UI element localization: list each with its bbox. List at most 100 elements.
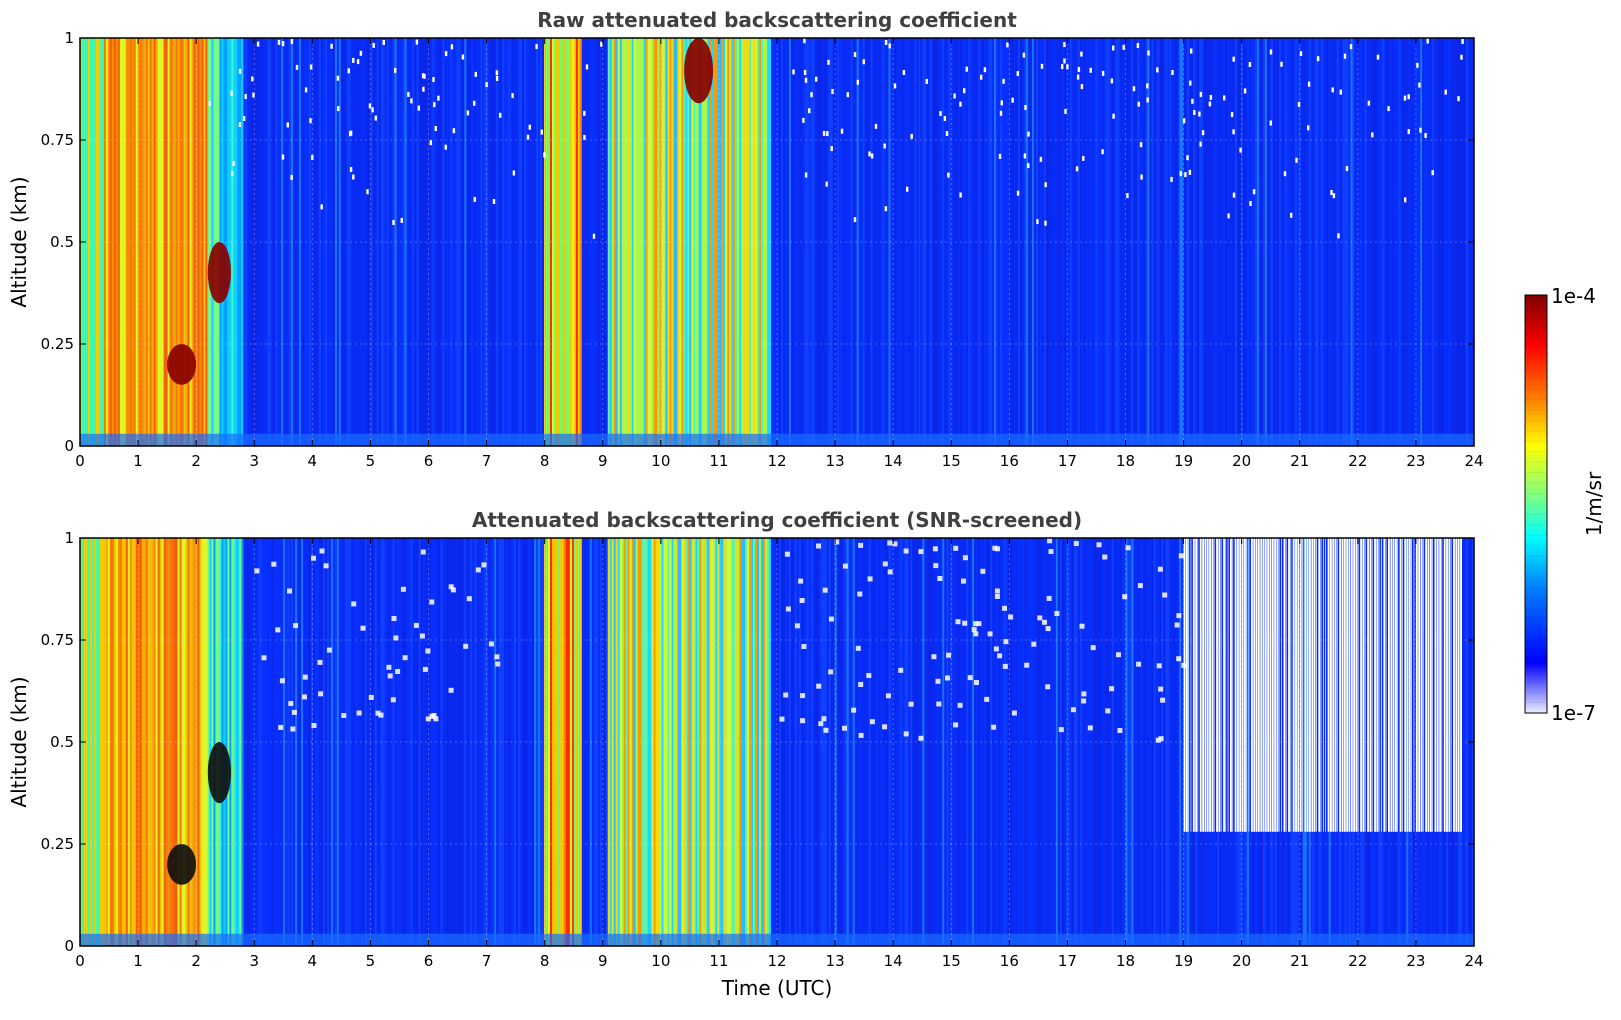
screened-column	[1415, 538, 1418, 832]
heatmap-column	[468, 38, 471, 446]
noise-speck	[1295, 157, 1298, 163]
heatmap-column	[257, 38, 260, 446]
y-tick-label: 1	[64, 529, 74, 547]
noise-speck	[1269, 120, 1272, 126]
noise-speck	[275, 627, 281, 633]
heatmap-column	[838, 538, 842, 946]
heatmap-column	[356, 538, 360, 946]
heatmap-column	[780, 38, 784, 446]
heatmap-column	[854, 38, 858, 446]
heatmap-column	[1135, 538, 1139, 946]
heatmap-column	[755, 538, 758, 946]
heatmap-column	[1368, 38, 1372, 446]
noise-speck	[1223, 95, 1226, 101]
noise-speck	[840, 128, 844, 134]
heatmap-column	[946, 538, 949, 946]
heatmap-column	[771, 538, 774, 946]
screened-column	[1453, 538, 1455, 832]
heatmap-column	[1107, 538, 1111, 946]
x-tick-label: 15	[942, 952, 961, 970]
heatmap-column	[908, 38, 912, 446]
heatmap-column	[1099, 538, 1103, 946]
noise-speck	[481, 562, 487, 568]
noise-speck	[868, 151, 871, 157]
heatmap-column	[97, 538, 101, 946]
noise-speck	[962, 555, 968, 561]
noise-speck	[800, 693, 806, 699]
noise-speck	[943, 116, 947, 121]
heatmap-column	[1187, 38, 1190, 446]
heatmap-column	[1131, 538, 1135, 946]
heatmap-column	[794, 538, 798, 946]
screened-column	[1429, 538, 1432, 832]
heatmap-column	[926, 38, 929, 446]
heatmap-column	[462, 38, 465, 446]
heatmap-column	[880, 538, 884, 946]
heatmap-column	[968, 38, 971, 446]
heatmap-column	[794, 38, 798, 446]
heatmap-column	[538, 538, 541, 946]
heatmap-column	[332, 38, 336, 446]
noise-speck	[543, 152, 546, 158]
heatmap-column	[683, 38, 686, 446]
noise-speck	[244, 94, 247, 99]
heatmap-column	[611, 38, 615, 446]
heatmap-column	[958, 38, 961, 446]
heatmap-column	[900, 538, 904, 946]
heatmap-column	[1221, 538, 1224, 946]
heatmap-column	[623, 38, 627, 446]
heatmap-column	[888, 538, 892, 946]
heatmap-column	[551, 38, 555, 446]
heatmap-column	[322, 538, 326, 946]
heatmap-column	[492, 538, 495, 946]
noise-speck	[386, 664, 392, 670]
heatmap-column	[681, 38, 684, 446]
heatmap-column	[233, 538, 236, 946]
x-tick-label: 2	[191, 952, 201, 970]
heatmap-column	[362, 38, 366, 446]
heatmap-column	[798, 38, 802, 446]
heatmap-column	[394, 538, 398, 946]
heatmap-column	[1077, 538, 1081, 946]
heatmap-column	[251, 38, 254, 446]
heatmap-column	[301, 538, 304, 946]
noise-speck	[281, 154, 285, 160]
heatmap-column	[456, 538, 459, 946]
heatmap-column	[1207, 38, 1210, 446]
heatmap-column	[251, 538, 254, 946]
heatmap-column	[741, 538, 744, 946]
noise-speck	[341, 713, 347, 718]
heatmap-column	[215, 38, 219, 446]
heatmap-column	[844, 38, 848, 446]
heatmap-column	[151, 538, 155, 946]
noise-speck	[1008, 614, 1014, 620]
heatmap-column	[281, 38, 284, 446]
heatmap-column	[1113, 38, 1117, 446]
heatmap-column	[1139, 538, 1143, 946]
noise-speck	[884, 206, 888, 212]
heatmap-column	[1115, 38, 1119, 446]
heatmap-column	[458, 538, 461, 946]
noise-speck	[874, 123, 878, 129]
x-tick-label: 20	[1232, 952, 1251, 970]
heatmap-column	[699, 538, 702, 946]
heatmap-column	[181, 38, 185, 446]
heatmap-column	[603, 38, 607, 446]
heatmap-column	[926, 538, 929, 946]
noise-speck	[1105, 708, 1111, 714]
heatmap-column	[446, 38, 450, 446]
heatmap-column	[1039, 38, 1043, 446]
heatmap-column	[1075, 538, 1079, 946]
heatmap-column	[135, 538, 139, 946]
heatmap-column	[639, 538, 643, 946]
screened-column	[1295, 538, 1297, 832]
heatmap-column	[366, 538, 370, 946]
heatmap-column	[157, 538, 161, 946]
heatmap-column	[1171, 538, 1174, 946]
heatmap-column	[1163, 538, 1166, 946]
x-tick-label: 9	[598, 952, 608, 970]
heatmap-column	[1350, 38, 1354, 446]
heatmap-column	[1149, 38, 1152, 446]
heatmap-column	[528, 38, 531, 446]
heatmap-column	[944, 38, 947, 446]
